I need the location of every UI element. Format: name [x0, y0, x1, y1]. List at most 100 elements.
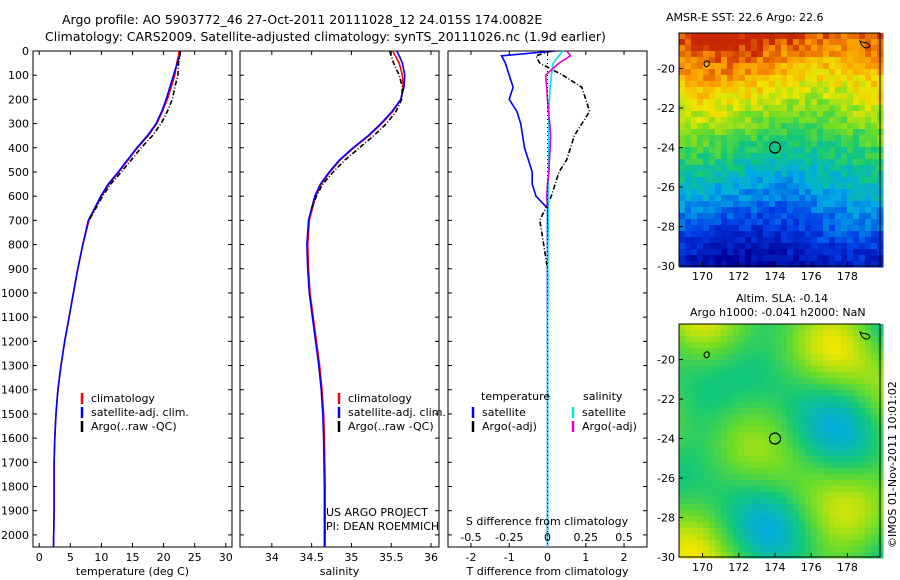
map-cell — [739, 516, 746, 523]
map-cell — [697, 552, 704, 559]
map-cell — [709, 159, 716, 166]
map-cell — [751, 249, 758, 256]
map-cell — [691, 534, 698, 541]
map-cell — [859, 213, 866, 220]
map-cell — [835, 69, 842, 76]
map-cell — [751, 39, 758, 46]
map-cell — [715, 57, 722, 64]
map-cell — [865, 546, 872, 553]
map-cell — [733, 402, 740, 409]
map-cell — [769, 402, 776, 409]
map-cell — [721, 324, 728, 331]
map-cell — [859, 324, 866, 331]
map-cell — [745, 552, 752, 559]
map-cell — [709, 249, 716, 256]
map-cell — [805, 510, 812, 517]
map-cell — [721, 75, 728, 82]
map-cell — [745, 540, 752, 547]
map-cell — [853, 207, 860, 214]
map-cell — [853, 45, 860, 52]
map-cell — [703, 384, 710, 391]
map-cell — [697, 330, 704, 337]
map-cell — [745, 135, 752, 142]
map-cell — [859, 117, 866, 124]
map-cell — [811, 420, 818, 427]
map-cell — [745, 111, 752, 118]
map-cell — [697, 255, 704, 262]
map-cell — [721, 81, 728, 88]
map-cell — [805, 153, 812, 160]
map-cell — [721, 171, 728, 178]
map-cell — [781, 171, 788, 178]
map-cell — [799, 111, 806, 118]
map-cell — [739, 243, 746, 250]
map-cell — [721, 474, 728, 481]
map-cell — [727, 330, 734, 337]
map-cell — [727, 123, 734, 130]
map-cell — [871, 201, 878, 208]
map-cell — [829, 504, 836, 511]
map-cell — [751, 231, 758, 238]
map-cell — [697, 468, 704, 475]
map-cell — [865, 201, 872, 208]
map-cell — [781, 237, 788, 244]
map-cell — [715, 390, 722, 397]
map-cell — [865, 249, 872, 256]
map-cell — [847, 57, 854, 64]
map-cell — [715, 354, 722, 361]
map-cell — [859, 231, 866, 238]
map-cell — [715, 384, 722, 391]
map-cell — [817, 195, 824, 202]
map-cell — [817, 81, 824, 88]
map-cell — [829, 408, 836, 415]
map-cell — [697, 237, 704, 244]
map-cell — [733, 261, 740, 268]
map-cell — [763, 384, 770, 391]
map-cell — [703, 261, 710, 268]
map-cell — [715, 432, 722, 439]
map-cell — [679, 468, 686, 475]
map-cell — [865, 189, 872, 196]
map-cell — [703, 105, 710, 112]
map-cell — [733, 117, 740, 124]
map-cell — [745, 141, 752, 148]
map-cell — [787, 408, 794, 415]
map-cell — [709, 177, 716, 184]
map-cell — [799, 456, 806, 463]
map-cell — [793, 546, 800, 553]
map-cell — [865, 129, 872, 136]
map-cell — [799, 480, 806, 487]
map-cell — [781, 516, 788, 523]
map-cell — [787, 366, 794, 373]
map-cell — [799, 378, 806, 385]
map-cell — [745, 468, 752, 475]
map-cell — [805, 438, 812, 445]
map-cell — [865, 468, 872, 475]
map-cell — [697, 480, 704, 487]
map-cell — [745, 183, 752, 190]
map-cell — [871, 426, 878, 433]
map-cell — [799, 63, 806, 70]
map-cell — [763, 360, 770, 367]
map-cell — [865, 456, 872, 463]
map-cell — [691, 165, 698, 172]
map-cell — [799, 402, 806, 409]
map-cell — [811, 243, 818, 250]
map-cell — [745, 249, 752, 256]
map-cell — [709, 378, 716, 385]
map-cell — [727, 462, 734, 469]
map-cell — [763, 147, 770, 154]
map-cell — [835, 486, 842, 493]
map-cell — [871, 237, 878, 244]
map-cell — [745, 486, 752, 493]
map-cell — [709, 486, 716, 493]
map-cell — [793, 111, 800, 118]
map-cell — [727, 93, 734, 100]
map-cell — [775, 189, 782, 196]
map-cell — [793, 63, 800, 70]
map-cell — [697, 225, 704, 232]
map-cell — [781, 336, 788, 343]
map-cell — [835, 195, 842, 202]
map-cell — [733, 195, 740, 202]
map-cell — [787, 468, 794, 475]
